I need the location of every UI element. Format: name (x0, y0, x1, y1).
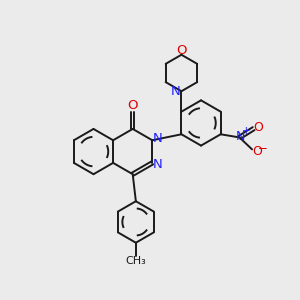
Text: CH₃: CH₃ (125, 256, 146, 266)
Text: O: O (252, 145, 262, 158)
Text: N: N (236, 130, 245, 143)
Text: −: − (257, 142, 267, 155)
Text: N: N (171, 85, 181, 98)
Text: O: O (176, 44, 187, 56)
Text: N: N (153, 158, 163, 171)
Text: O: O (128, 100, 138, 112)
Text: N: N (153, 132, 163, 145)
Text: +: + (242, 126, 251, 136)
Text: O: O (254, 121, 264, 134)
